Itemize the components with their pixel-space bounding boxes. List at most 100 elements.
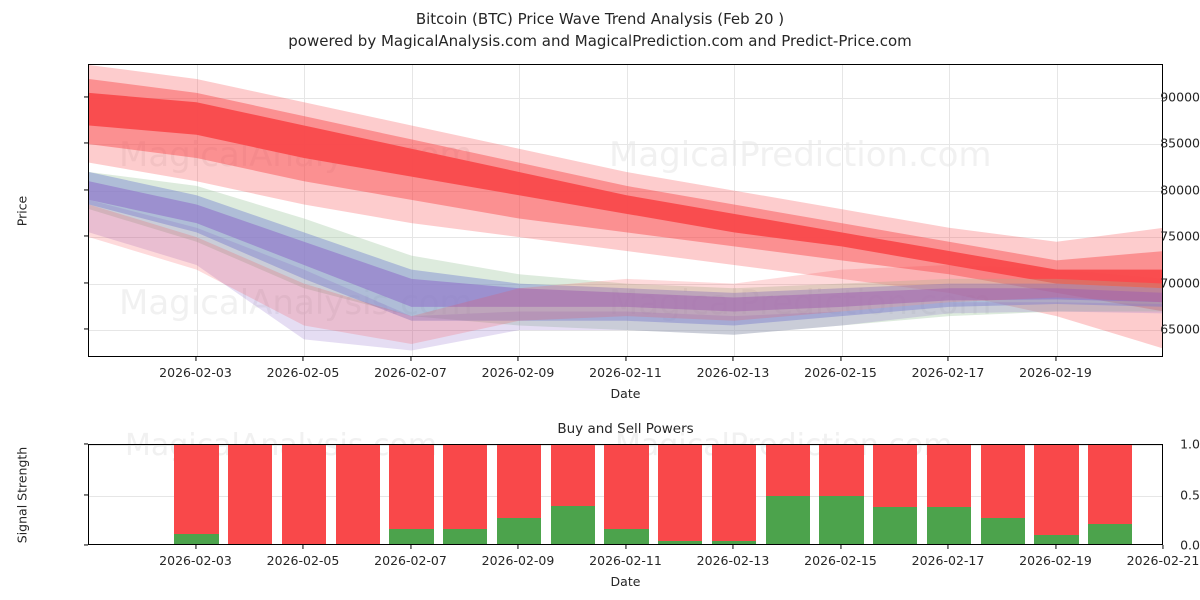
price-ytick-mark [84, 235, 88, 237]
signal-ytick-label: 0.0 [1180, 537, 1200, 553]
price-xtick-label: 2026-02-05 [266, 365, 340, 380]
price-xtick-label: 2026-02-11 [589, 365, 662, 380]
price-xtick-label: 2026-02-09 [481, 365, 555, 380]
signal-xtick-label: 2026-02-05 [266, 553, 340, 568]
price-gridline-v [1056, 65, 1058, 356]
price-xtick-label: 2026-02-03 [159, 365, 232, 380]
wave-band [89, 92, 1162, 289]
wave-band [89, 204, 1162, 345]
signal-xtick-mark [732, 545, 734, 549]
signal-xtick-mark [517, 545, 519, 549]
price-xtick-mark [302, 357, 304, 361]
signal-ytick-mark [84, 493, 88, 496]
sell-power-bar [1034, 445, 1079, 535]
signal-ytick-mark [84, 544, 88, 546]
wave-band [89, 171, 1162, 326]
chart-title: Bitcoin (BTC) Price Wave Trend Analysis … [415, 10, 785, 28]
buy-power-bar [926, 506, 972, 544]
price-ytick-label: 70000 [1160, 275, 1200, 291]
signal-ytick-mark [84, 443, 88, 445]
signal-plot-area [88, 444, 1163, 545]
price-xtick-label: 2026-02-15 [804, 365, 877, 380]
price-xtick-label: 2026-02-17 [911, 365, 985, 380]
price-ytick-label: 75000 [1160, 228, 1200, 244]
buy-power-bar [711, 540, 757, 544]
buy-power-bar [604, 528, 649, 544]
price-ytick-label: 80000 [1160, 182, 1200, 198]
buy-power-bar [1034, 534, 1079, 544]
signal-ytick-label: 0.5 [1180, 487, 1200, 502]
sell-power-bar [658, 445, 703, 541]
sell-power-bar [711, 445, 757, 541]
price-gridline-h [89, 330, 1162, 332]
price-gridline-v [304, 65, 305, 356]
sell-power-bar [389, 445, 434, 529]
price-gridline-h [89, 283, 1162, 285]
price-gridline-v [411, 65, 413, 356]
signal-xtick-label: 2026-02-19 [1019, 553, 1092, 568]
price-gridline-h [89, 144, 1162, 146]
buy-power-bar [873, 506, 918, 544]
signal-xtick-label: 2026-02-11 [589, 553, 662, 568]
sell-power-bar [335, 445, 380, 544]
price-gridline-v [841, 65, 843, 356]
price-xaxis-label: Date [610, 386, 641, 401]
buy-power-bar [174, 533, 219, 544]
price-ytick-mark [84, 189, 88, 191]
price-xtick-mark [947, 357, 949, 361]
signal-xaxis-label: Date [610, 574, 641, 589]
sell-power-bar [550, 445, 595, 506]
signal-xtick-mark [839, 545, 842, 549]
signal-xtick-mark [947, 545, 949, 549]
price-xtick-mark [732, 357, 734, 361]
sell-power-bar [980, 445, 1025, 518]
signal-xtick-mark [302, 545, 304, 549]
signal-yaxis-label: Signal Strength [14, 446, 30, 543]
wave-band [89, 181, 1162, 312]
buy-power-bar [389, 528, 434, 544]
sell-power-bar [819, 445, 864, 496]
wave-band [89, 199, 1162, 351]
signal-ytick-label: 1.0 [1180, 436, 1200, 452]
price-xtick-label: 2026-02-13 [696, 365, 770, 380]
signal-panel-title: Buy and Sell Powers [557, 421, 694, 437]
price-ytick-mark [84, 282, 88, 284]
price-xtick-mark [194, 357, 197, 361]
price-xtick-mark [839, 357, 842, 361]
signal-xtick-mark [194, 545, 197, 549]
buy-power-bar [980, 517, 1025, 544]
sell-power-bar [765, 445, 810, 496]
price-xtick-label: 2026-02-07 [374, 365, 447, 380]
price-xtick-label: 2026-02-19 [1019, 365, 1092, 380]
signal-xtick-label: 2026-02-13 [696, 553, 770, 568]
buy-power-bar [550, 505, 595, 544]
sell-power-bar [228, 445, 273, 544]
page-title: Bitcoin (BTC) Price Wave Trend Analysis … [0, 8, 1200, 52]
signal-xtick-label: 2026-02-09 [481, 553, 555, 568]
price-gridline-v [949, 65, 950, 356]
price-wave-bands [89, 65, 1162, 351]
price-xtick-mark [1054, 357, 1057, 361]
signal-xtick-mark [1162, 545, 1164, 549]
price-gridline-v [734, 65, 735, 356]
price-ytick-mark [84, 142, 88, 144]
sell-power-bar [174, 445, 219, 534]
chart-subtitle: powered by MagicalAnalysis.com and Magic… [288, 32, 912, 50]
sell-power-bar [873, 445, 918, 507]
price-ytick-mark [84, 96, 88, 98]
sell-power-bar [604, 445, 649, 529]
sell-power-bar [926, 445, 972, 507]
signal-xtick-mark [409, 545, 412, 549]
price-ytick-mark [84, 328, 88, 330]
signal-xtick-mark [624, 545, 627, 549]
price-gridline-h [89, 190, 1162, 192]
price-gridline-h [89, 237, 1162, 239]
sell-power-bar [443, 445, 488, 529]
signal-xtick-mark [1054, 545, 1057, 549]
price-ytick-label: 65000 [1160, 321, 1200, 337]
price-ytick-label: 85000 [1160, 135, 1200, 151]
price-xtick-mark [409, 357, 412, 361]
buy-power-bar [443, 528, 488, 544]
